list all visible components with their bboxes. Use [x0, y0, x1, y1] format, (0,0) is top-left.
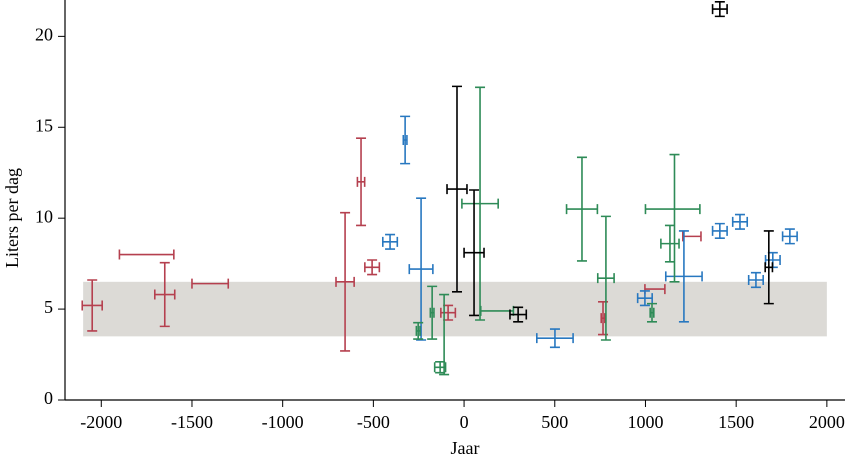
- y-error-bar: [356, 137, 367, 227]
- x-tick-label: -500: [357, 412, 390, 432]
- y-error-bar: [734, 213, 745, 230]
- x-tick-label: -1500: [171, 412, 213, 432]
- y-error-bar: [669, 153, 680, 283]
- y-error-bar: [784, 228, 795, 245]
- y-tick-label: 20: [35, 24, 53, 44]
- x-error-bar: [682, 231, 702, 242]
- y-error-bar: [475, 86, 486, 321]
- y-error-bar: [714, 1, 725, 18]
- x-tick-label: 1000: [627, 412, 663, 432]
- y-error-bar: [159, 261, 170, 328]
- y-tick-label: 15: [35, 115, 53, 135]
- y-error-bar: [600, 215, 611, 341]
- x-tick-label: 2000: [809, 412, 845, 432]
- y-error-bar: [400, 115, 411, 165]
- y-error-bar: [513, 306, 524, 323]
- y-error-bar: [469, 189, 480, 317]
- y-tick-label: 0: [44, 388, 53, 408]
- y-error-bar: [340, 211, 351, 352]
- x-tick-label: 1500: [718, 412, 754, 432]
- y-error-bar: [367, 259, 378, 276]
- y-error-bar: [639, 290, 650, 307]
- y-error-bar: [646, 302, 657, 323]
- y-error-bar: [451, 85, 462, 293]
- y-error-bar: [664, 224, 675, 263]
- x-tick-label: -2000: [80, 412, 122, 432]
- x-error-bar: [118, 249, 175, 260]
- y-error-bar: [750, 271, 761, 289]
- x-tick-label: 0: [460, 412, 469, 432]
- y-error-bar: [439, 293, 450, 376]
- y-error-bar: [763, 230, 774, 305]
- y-tick-label: 10: [35, 206, 53, 226]
- y-error-bar: [427, 285, 438, 340]
- x-error-bar: [191, 278, 230, 289]
- y-error-bar: [714, 222, 725, 239]
- x-error-bar: [644, 204, 701, 215]
- y-error-bar: [87, 279, 98, 332]
- y-tick-label: 5: [44, 297, 53, 317]
- x-tick-label: -1000: [262, 412, 304, 432]
- y-error-bar: [549, 328, 560, 349]
- y-error-bar: [385, 233, 396, 250]
- y-axis-label: Liters per dag: [2, 168, 22, 268]
- y-error-bar: [678, 230, 689, 323]
- x-tick-label: 500: [541, 412, 568, 432]
- y-error-bar: [416, 197, 427, 341]
- y-error-bar: [413, 321, 424, 340]
- y-error-bar: [576, 156, 587, 262]
- x-axis-label: Jaar: [451, 438, 480, 458]
